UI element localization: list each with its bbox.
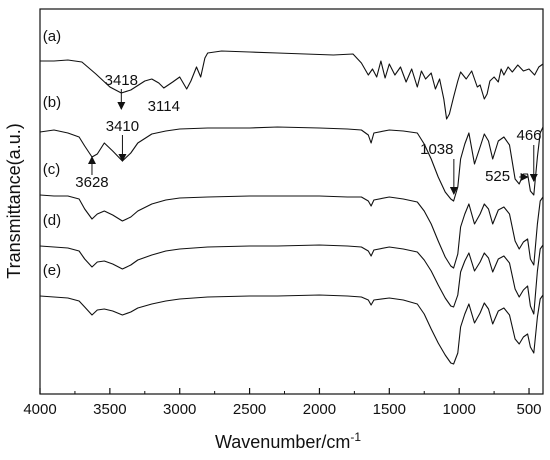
series-labels: (a) (b) (c) (d) (e) xyxy=(43,28,61,279)
series-line-e xyxy=(39,294,544,365)
x-tick-label-4000: 4000 xyxy=(23,401,56,418)
series-line-c xyxy=(39,194,544,269)
series-label-d: (d) xyxy=(43,212,61,229)
annotation-466: 466 xyxy=(517,127,542,144)
series-line-a xyxy=(40,50,544,120)
x-tick-label-3000: 3000 xyxy=(163,401,196,418)
series-layer xyxy=(39,50,544,365)
x-axis-title-text: Wavenumber/cm xyxy=(215,432,350,452)
series-line-b xyxy=(39,126,544,202)
x-tick-label-1000: 1000 xyxy=(442,401,475,418)
x-tick-label-1500: 1500 xyxy=(373,401,406,418)
x-axis-title: Wavenumber/cm-1 xyxy=(215,430,361,452)
series-label-b: (b) xyxy=(43,94,61,111)
x-tick-label-2500: 2500 xyxy=(233,401,266,418)
x-tick-label-3500: 3500 xyxy=(93,401,126,418)
y-axis-title: Transmittance(a.u.) xyxy=(4,123,24,278)
plot-frame xyxy=(39,8,544,395)
x-axis-title-superscript: -1 xyxy=(350,430,361,444)
annotation-1038: 1038 xyxy=(420,141,453,158)
series-line-d xyxy=(39,244,544,315)
series-label-a: (a) xyxy=(43,28,61,45)
x-axis-ticks: 4000 3500 3000 2500 2000 1500 1000 500 xyxy=(23,388,542,418)
x-tick-label-500: 500 xyxy=(517,401,542,418)
series-label-c: (c) xyxy=(43,161,61,178)
annotations: 3418 3114 3410 3628 1038 525 466 xyxy=(75,72,542,195)
series-label-e: (e) xyxy=(43,262,61,279)
annotation-3418: 3418 xyxy=(105,72,138,89)
x-tick-label-2000: 2000 xyxy=(303,401,336,418)
annotation-3114: 3114 xyxy=(148,98,180,115)
annotation-3628: 3628 xyxy=(75,174,108,191)
annotation-3410: 3410 xyxy=(106,118,139,135)
annotation-525: 525 xyxy=(485,168,510,185)
